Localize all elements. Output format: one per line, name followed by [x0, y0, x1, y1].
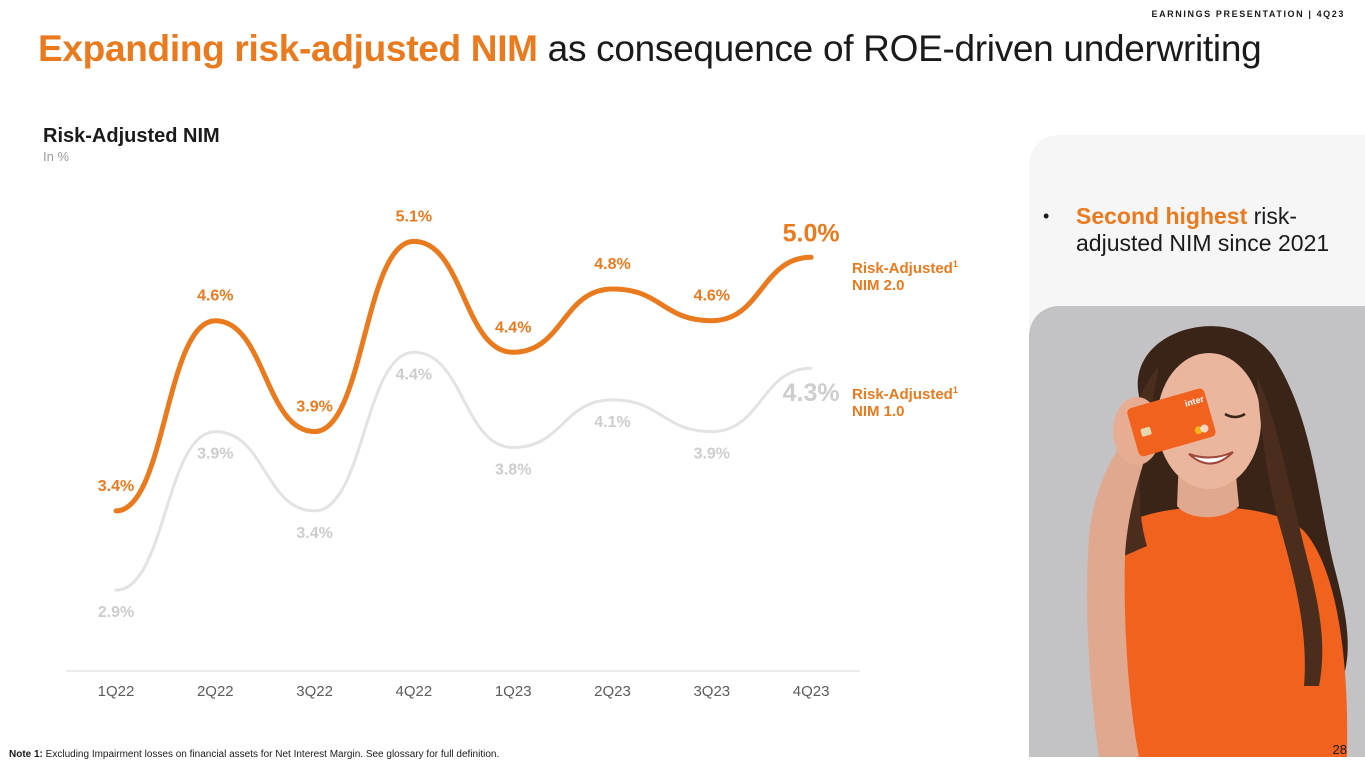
x-tick-1q23: 1Q23: [495, 683, 532, 700]
x-axis-ticks: 1Q22 2Q22 3Q22 4Q22 1Q23 2Q23 3Q23 4Q23: [98, 683, 830, 700]
x-tick-3q23: 3Q23: [693, 683, 730, 700]
x-tick-4q23: 4Q23: [793, 683, 830, 700]
series-name-nim-2: Risk-Adjusted1 NIM 2.0: [852, 256, 958, 294]
footnote-text: Excluding Impairment losses on financial…: [42, 749, 500, 760]
x-tick-2q22: 2Q22: [197, 683, 234, 700]
data-label-nim-2-4q23: 5.0%: [783, 219, 840, 247]
data-label-nim-2-2q22: 4.6%: [197, 288, 233, 305]
data-label-nim-2-3q23: 4.6%: [694, 288, 730, 305]
series-name-nim-1-line1: Risk-Adjusted: [852, 386, 953, 403]
data-label-nim-2-3q22: 3.9%: [296, 399, 332, 416]
arm-shape: [1087, 436, 1149, 757]
series-name-nim-2-line1: Risk-Adjusted: [852, 260, 953, 277]
data-label-nim-2-4q22: 5.1%: [396, 208, 432, 225]
card-network-icon-right: [1200, 424, 1209, 433]
page-title: Expanding risk-adjusted NIM as consequen…: [38, 28, 1262, 70]
series-line-nim-2: [113, 238, 814, 514]
data-label-nim-1-4q22: 4.4%: [396, 366, 432, 383]
side-panel: • Second highest risk-adjusted NIM since…: [1029, 135, 1365, 757]
smile-shape: [1188, 451, 1234, 465]
chart-subtitle: In %: [43, 149, 70, 164]
data-label-nim-1-2q22: 3.9%: [197, 446, 233, 463]
data-label-nim-2-1q22: 3.4%: [98, 478, 134, 495]
series-name-nim-1-footnote-mark: 1: [952, 385, 958, 395]
page-number: 28: [1332, 742, 1347, 757]
x-tick-1q22: 1Q22: [98, 683, 135, 700]
bullet-text: Second highest risk-adjusted NIM since 2…: [1076, 203, 1365, 257]
series-name-nim-1: Risk-Adjusted1 NIM 1.0: [852, 382, 958, 420]
data-label-nim-1-3q23: 3.9%: [694, 446, 730, 463]
bullet-highlight: Second highest: [1076, 203, 1248, 229]
bullet-rest: risk-adjusted NIM since 2021: [1076, 203, 1330, 256]
x-tick-4q22: 4Q22: [396, 683, 433, 700]
data-label-nim-2-2q23: 4.8%: [594, 256, 630, 273]
card-body: [1127, 388, 1216, 457]
page-title-accent: Expanding risk-adjusted NIM: [38, 28, 538, 69]
data-labels: 3.4% 4.6% 3.9% 5.1% 4.4% 4.8% 4.6% 5.0% 2.9% 3.9%…: [98, 208, 840, 621]
data-label-nim-1-4q23: 4.3%: [783, 379, 840, 407]
x-tick-3q22: 3Q22: [296, 683, 333, 700]
data-label-nim-2-1q23: 4.4%: [495, 319, 531, 336]
bullet-dot-icon: •: [1043, 206, 1050, 226]
line-chart: 3.4% 4.6% 3.9% 5.1% 4.4% 4.8% 4.6% 5.0% 2.9% 3.9%…: [66, 208, 860, 700]
footnote: Note 1: Excluding Impairment losses on f…: [9, 749, 499, 760]
data-label-nim-1-1q23: 3.8%: [495, 461, 531, 478]
series-line-nim-1: [114, 350, 813, 592]
footnote-label: Note 1:: [9, 749, 43, 760]
data-label-nim-1-2q23: 4.1%: [594, 414, 630, 431]
series-lines: [113, 238, 814, 592]
data-label-nim-1-1q22: 2.9%: [98, 604, 134, 621]
data-label-nim-1-3q22: 3.4%: [296, 525, 332, 542]
hero-photo: inter: [1029, 306, 1365, 757]
header-tag: EARNINGS PRESENTATION | 4Q23: [1151, 9, 1345, 19]
series-name-nim-2-line2: NIM 2.0: [852, 277, 905, 294]
credit-card: inter: [1127, 388, 1216, 457]
x-tick-2q23: 2Q23: [594, 683, 631, 700]
series-name-nim-2-footnote-mark: 1: [952, 259, 958, 269]
closed-eye-shape: [1224, 412, 1246, 419]
woman-with-card-illustration: inter: [1087, 326, 1348, 757]
hair-right-shape: [1257, 376, 1323, 686]
orange-top-shape: [1102, 507, 1348, 757]
page-title-rest: as consequence of ROE-driven underwritin…: [537, 28, 1262, 69]
chart-title: Risk-Adjusted NIM: [43, 125, 220, 147]
card-chip-icon: [1140, 426, 1152, 437]
series-name-nim-1-line2: NIM 1.0: [852, 403, 905, 420]
